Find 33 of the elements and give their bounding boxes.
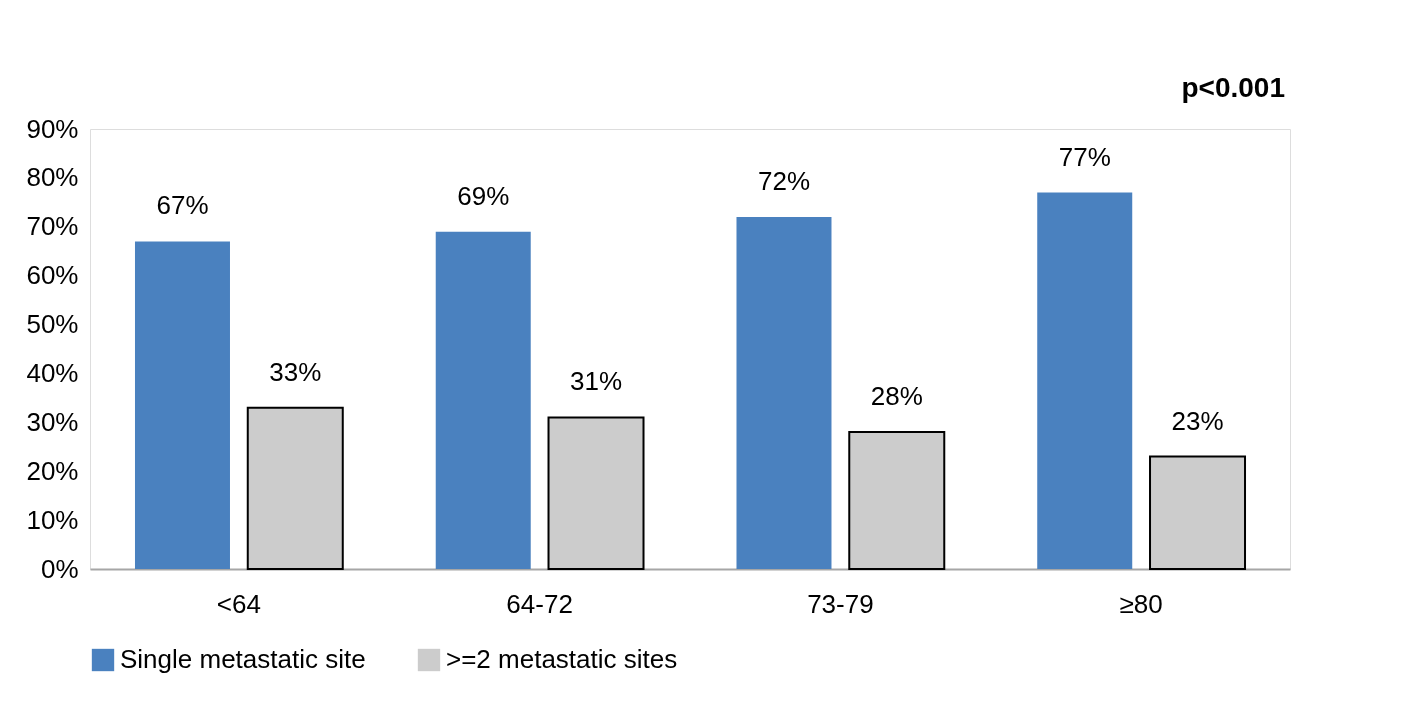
y-tick-label: 90% (26, 113, 79, 144)
bar (736, 217, 832, 569)
bar (435, 231, 531, 569)
data-label: 33% (269, 356, 322, 387)
legend-label: Single metastatic site (120, 644, 366, 674)
data-label: 67% (156, 190, 209, 221)
y-tick-label: 50% (26, 309, 79, 340)
data-label: 23% (1171, 405, 1224, 436)
y-tick-label: 30% (26, 406, 79, 437)
bar (246, 406, 344, 570)
data-label: 69% (457, 180, 510, 211)
data-label: 28% (870, 381, 923, 412)
y-tick-label: 80% (26, 162, 79, 193)
x-tick-label: 64-72 (506, 588, 573, 619)
y-tick-label: 0% (40, 553, 79, 584)
text: p<0.001 (1181, 72, 1285, 103)
y-tick-label: 10% (26, 504, 79, 535)
bar (1149, 455, 1247, 570)
data-label: 72% (757, 166, 811, 196)
bar (134, 241, 230, 569)
x-tick-label: 73-79 (807, 588, 874, 619)
bar (848, 431, 946, 570)
data-label: 77% (1058, 141, 1111, 172)
y-tick-label: 60% (26, 260, 79, 291)
y-tick-label: 20% (26, 455, 79, 486)
x-tick-label: <64 (216, 588, 261, 619)
y-tick-label: 40% (26, 357, 79, 388)
legend-label: >=2 metastatic sites (446, 644, 678, 674)
x-tick-label: ≥80 (1119, 588, 1163, 619)
data-label: 31% (569, 366, 623, 397)
y-tick-label: 70% (26, 211, 79, 242)
bar (547, 416, 645, 570)
bar (1037, 192, 1133, 569)
